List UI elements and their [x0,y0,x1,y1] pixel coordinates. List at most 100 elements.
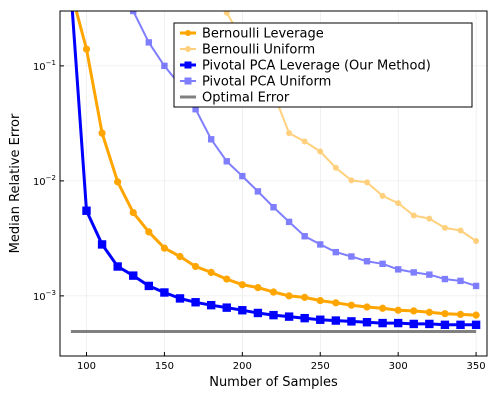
data-point [347,301,356,309]
data-point [223,11,230,16]
x-tick-label: 300 [389,361,408,372]
data-point [426,271,433,278]
data-point [160,288,169,297]
legend-entry [180,46,196,52]
data-point [410,212,417,219]
data-point [301,233,308,240]
data-point [144,281,154,291]
data-point [395,200,402,207]
data-point [223,275,231,283]
legend-label: Pivotal PCA Uniform [202,75,331,90]
data-point [472,282,480,290]
data-point [191,298,200,307]
data-point [239,172,246,180]
legend-swatch-marker [184,77,192,85]
data-point [364,179,371,186]
series-3 [130,11,480,290]
data-point [129,271,138,280]
data-point [269,310,278,320]
data-point [393,318,403,328]
legend-label: Pivotal PCA Leverage (Our Method) [202,59,431,74]
x-axis-title: Number of Samples [209,375,338,390]
data-point [254,188,262,195]
data-point [347,317,356,326]
data-point [425,308,433,316]
legend-swatch-marker [184,61,192,69]
data-point [316,315,325,324]
data-point [473,238,480,244]
data-point [207,136,215,143]
legend-entry [180,77,196,85]
data-point [348,253,355,260]
data-point [130,11,137,15]
data-point [82,206,91,215]
data-point [362,318,372,327]
data-point [161,62,168,70]
legend-label: Optimal Error [202,91,290,106]
data-point [285,292,293,300]
legend-box [173,22,473,108]
data-point [207,268,215,276]
data-point [238,281,246,289]
data-point [129,208,137,217]
x-tick-label: 350 [467,361,486,372]
data-point [441,275,449,283]
data-point [175,294,185,303]
x-tick-label: 250 [311,361,330,372]
legend-label: Bernoulli Uniform [202,43,315,58]
data-point [97,240,107,249]
data-point [176,252,184,261]
data-point [238,306,247,315]
data-point [394,306,402,314]
data-point [471,320,481,330]
data-point [410,307,418,315]
data-point [145,228,153,236]
data-point [441,310,449,318]
data-point [378,318,387,328]
data-point [472,311,480,319]
data-point [456,310,465,319]
data-point [270,204,277,211]
data-point [410,269,417,276]
data-point [332,299,340,307]
data-point [363,258,371,265]
data-point [379,192,386,199]
data-point [192,105,199,113]
data-point [269,288,278,296]
legend-label: Bernoulli Leverage [202,27,324,42]
data-point [98,129,106,137]
data-point [331,316,341,325]
legend-swatch-marker [185,30,191,36]
data-point [301,138,308,145]
data-point [456,320,465,330]
legend-entry [180,30,196,36]
data-point [300,313,309,323]
data-point [348,177,355,184]
data-point [425,319,434,329]
data-point [426,215,433,222]
data-point [457,277,464,285]
legend-entry [180,61,196,69]
series-2 [70,11,481,330]
data-point [191,262,200,271]
data-point [317,241,324,248]
data-point [285,218,293,226]
data-point [284,312,294,321]
legend-swatch-marker [185,46,191,52]
data-point [457,227,464,234]
data-point [441,224,448,231]
y-tick-label: 10−1 [33,59,56,73]
x-tick-label: 200 [233,361,252,372]
data-point [378,304,387,312]
series-0 [74,11,480,319]
data-point [145,39,153,46]
y-axis-title: Median Relative Error [8,113,23,253]
data-point [394,266,402,273]
tick-labels: 100 150 200 250 300 350 10−1 10−2 10−3 [33,59,486,372]
data-point [253,308,263,318]
data-point [222,303,231,312]
data-point [317,148,324,155]
y-tick-label: 10−2 [33,174,56,188]
